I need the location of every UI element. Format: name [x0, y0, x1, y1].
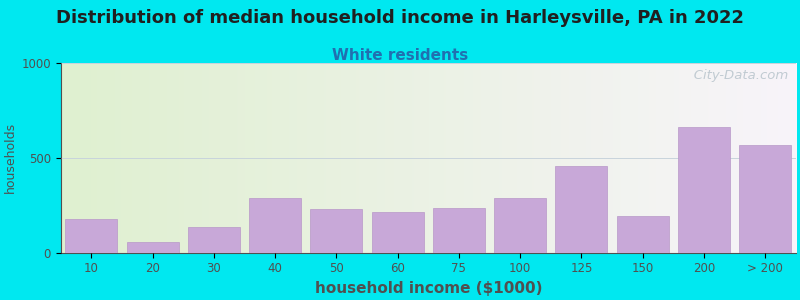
Bar [249, 198, 301, 253]
X-axis label: household income ($1000): household income ($1000) [314, 281, 542, 296]
Bar [66, 219, 118, 253]
Y-axis label: households: households [4, 122, 17, 194]
Bar [678, 127, 730, 253]
Text: Distribution of median household income in Harleysville, PA in 2022: Distribution of median household income … [56, 9, 744, 27]
Bar [555, 167, 607, 253]
Bar [371, 212, 424, 253]
Bar [617, 216, 669, 253]
Text: City-Data.com: City-Data.com [682, 69, 789, 82]
Bar [310, 209, 362, 253]
Bar [188, 227, 240, 253]
Bar [739, 145, 791, 253]
Bar [433, 208, 485, 253]
Bar [126, 242, 178, 253]
Text: White residents: White residents [332, 48, 468, 63]
Bar [494, 198, 546, 253]
